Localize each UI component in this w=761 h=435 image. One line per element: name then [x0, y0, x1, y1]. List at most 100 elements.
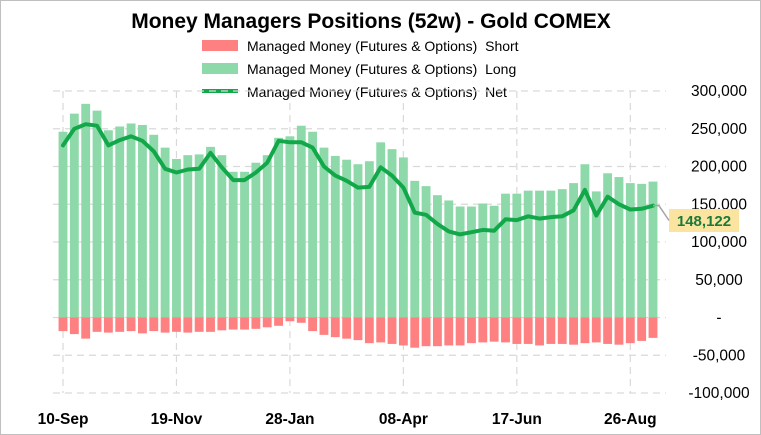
long-bar-36 — [467, 206, 476, 318]
short-bar-3 — [92, 317, 102, 332]
legend-swatch-long — [202, 63, 238, 74]
long-bar-47 — [591, 191, 601, 318]
short-bar-35 — [455, 317, 465, 346]
long-bar-39 — [501, 193, 510, 318]
long-bar-45 — [569, 183, 579, 318]
long-bar-20 — [285, 136, 295, 318]
short-bar-20 — [285, 317, 295, 322]
y-tick-label-7: -50,000 — [693, 347, 746, 364]
short-bar-46 — [580, 317, 590, 344]
long-bar-29 — [387, 149, 397, 318]
short-bar-13 — [206, 317, 215, 332]
long-bar-11 — [183, 155, 193, 318]
long-bar-18 — [262, 155, 272, 318]
short-bar-42 — [535, 317, 544, 346]
short-bar-49 — [614, 317, 624, 345]
long-bar-44 — [557, 189, 567, 318]
short-bar-33 — [432, 317, 442, 347]
short-bar-40 — [512, 317, 522, 344]
short-bar-32 — [421, 317, 431, 347]
y-tick-label-2: 200,000 — [691, 159, 747, 176]
long-bar-1 — [69, 113, 79, 318]
short-bar-23 — [319, 317, 329, 335]
short-bar-24 — [330, 317, 340, 338]
short-bar-43 — [546, 317, 556, 344]
short-bar-41 — [523, 317, 533, 344]
short-bar-45 — [569, 317, 579, 345]
long-bar-16 — [240, 171, 249, 318]
long-bar-40 — [512, 193, 522, 318]
short-bar-4 — [103, 317, 113, 333]
short-bar-11 — [183, 317, 193, 333]
x-tick-label-3: 08-Apr — [379, 411, 428, 428]
legend-label-net: Managed Money (Futures & Options) Net — [247, 84, 507, 100]
y-tick-label-8: -100,000 — [688, 385, 750, 402]
long-bar-14 — [217, 155, 227, 318]
short-bar-21 — [296, 317, 306, 323]
long-bar-3 — [92, 110, 102, 318]
long-bar-25 — [342, 159, 352, 318]
chart-title: Money Managers Positions (52w) - Gold CO… — [131, 10, 611, 33]
x-axis-tick-labels: 10-Sep 19-Nov 28-Jan 08-Apr 17-Jun 26-Aug — [38, 411, 657, 428]
y-tick-label-4: 100,000 — [691, 234, 747, 251]
long-bar-8 — [149, 134, 159, 318]
long-bar-33 — [432, 195, 442, 318]
long-bar-31 — [410, 180, 420, 318]
short-bar-38 — [489, 317, 499, 342]
long-bar-17 — [251, 162, 261, 318]
net-line — [61, 122, 655, 237]
short-bar-48 — [603, 317, 613, 344]
long-bar-22 — [308, 131, 318, 318]
long-bar-10 — [172, 158, 181, 318]
short-bar-16 — [240, 317, 249, 330]
legend-label-long: Managed Money (Futures & Options) Long — [247, 61, 516, 77]
long-bar-9 — [160, 147, 170, 318]
x-tick-label-1: 19-Nov — [151, 411, 203, 428]
long-bar-21 — [296, 125, 306, 318]
short-bar-2 — [81, 317, 91, 339]
short-bar-0 — [58, 317, 68, 332]
long-bar-42 — [535, 190, 544, 318]
short-bar-50 — [625, 317, 635, 344]
short-bar-6 — [126, 317, 136, 332]
short-bar-7 — [137, 317, 147, 334]
y-axis-tick-labels: 300,000250,000200,000150,000100,00050,00… — [688, 83, 750, 402]
long-bar-7 — [137, 124, 147, 318]
short-bar-30 — [398, 317, 408, 346]
x-tick-label-4: 17-Jun — [492, 411, 542, 428]
short-bar-14 — [217, 317, 227, 331]
long-bar-5 — [115, 126, 125, 318]
short-bar-51 — [637, 317, 647, 341]
long-bar-43 — [546, 190, 556, 318]
long-bar-23 — [319, 147, 329, 318]
last-value-callout: 148,122 — [653, 204, 739, 232]
long-bar-38 — [489, 205, 499, 318]
short-bar-9 — [160, 317, 170, 333]
long-bar-52 — [648, 181, 658, 318]
long-bar-0 — [58, 131, 68, 318]
long-bar-19 — [274, 137, 284, 318]
legend: Managed Money (Futures & Options) Short … — [202, 38, 519, 100]
short-bar-27 — [364, 317, 374, 344]
short-bar-28 — [376, 317, 386, 343]
long-bar-15 — [228, 171, 238, 318]
x-tick-label-0: 10-Sep — [38, 411, 89, 428]
net-line-series — [61, 122, 655, 237]
bars-short-series — [58, 317, 658, 348]
short-bar-36 — [467, 317, 476, 344]
short-bar-34 — [444, 317, 454, 346]
long-bar-35 — [455, 206, 465, 318]
long-bar-30 — [398, 157, 408, 318]
y-tick-label-1: 250,000 — [691, 121, 747, 138]
short-bar-12 — [194, 317, 204, 332]
long-bar-37 — [478, 203, 488, 318]
y-tick-label-0: 300,000 — [691, 83, 747, 100]
long-bar-26 — [353, 164, 363, 318]
long-bar-24 — [330, 155, 340, 318]
short-bar-22 — [308, 317, 318, 332]
short-bar-17 — [251, 317, 261, 329]
short-bar-37 — [478, 317, 488, 343]
long-bar-41 — [523, 190, 533, 318]
short-bar-15 — [228, 317, 238, 330]
short-bar-31 — [410, 317, 420, 348]
